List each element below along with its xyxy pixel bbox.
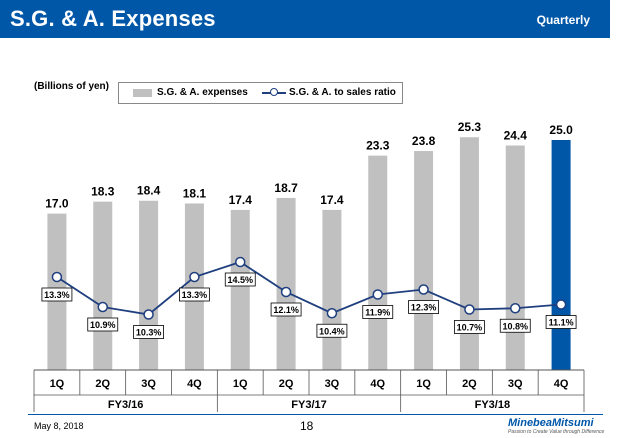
category-tick-label: 3Q [508,378,523,390]
ratio-point [372,289,383,300]
footer-date: May 8, 2018 [34,421,84,431]
page-number: 18 [300,419,314,433]
bar-8 [368,155,388,370]
ratio-value-label: 10.3% [136,328,162,338]
bar-value-label: 18.4 [137,184,161,198]
category-tick-label: 4Q [554,378,569,390]
bar-9 [414,151,434,370]
category-tick-label: 1Q [233,378,248,390]
period-label: Quarterly [536,13,590,27]
ratio-value-label: 13.3% [182,290,208,300]
ratio-value-label: 11.1% [549,318,574,328]
group-label: FY3/17 [291,399,326,411]
ratio-label-box [270,302,302,317]
ratio-point [326,308,338,319]
category-tick-label: 1Q [416,378,431,390]
bar-11 [505,145,525,370]
category-tick-label: 2Q [95,378,110,390]
bar-value-label: 17.0 [45,197,69,211]
chart-legend: S.G. & A. expenses S.G. & A. to sales ra… [118,82,403,104]
ratio-point [189,271,200,283]
header-bar: S.G. & A. Expenses Quarterly [0,0,610,38]
bar-value-label: 18.3 [91,185,115,199]
legend-line-label: S.G. & A. to sales ratio [289,87,396,98]
footer-divider [28,414,603,415]
ratio-value-label: 10.4% [319,326,345,336]
category-tick-label: 4Q [370,378,385,390]
ratio-value-label: 11.9% [365,308,390,318]
bar-6 [276,197,296,370]
page-title: S.G. & A. Expenses [10,6,216,31]
ratio-value-label: 14.5% [227,275,253,285]
ratio-point [235,256,246,268]
unit-label: (Billions of yen) [34,81,109,92]
ratio-label-box [87,317,119,332]
ratio-value-label: 10.7% [457,323,483,333]
ratio-point [464,304,475,315]
group-label: FY3/18 [475,399,510,411]
category-tick-label: 3Q [325,378,340,390]
ratio-label-box [408,300,439,314]
bar-value-label: 17.4 [320,193,344,207]
bar-value-label: 18.7 [274,181,298,195]
category-tick-label: 1Q [50,378,65,390]
bar-value-label: 24.4 [504,129,528,143]
category-tick-label: 2Q [279,378,294,390]
ratio-label-box [179,287,210,302]
ratio-point [97,301,108,313]
bar-value-label: 17.4 [229,193,253,207]
ratio-point [280,286,292,298]
logo-tagline: Passion to Create Value through Differen… [508,429,605,435]
category-tick-label: 2Q [462,378,477,390]
bar-3 [139,200,159,370]
ratio-value-label: 12.3% [411,303,437,313]
ratio-point [143,309,154,320]
group-label: FY3/16 [108,399,143,411]
ratio-label-box [499,318,531,333]
ratio-point [418,284,429,295]
bar-5 [230,209,250,370]
category-tick-label: 4Q [187,378,202,390]
ratio-label-box [41,287,73,302]
ratio-label-box [224,272,256,287]
ratio-point [510,303,521,314]
bar-12 [551,140,571,370]
ratio-line [56,261,562,316]
bar-10 [459,137,479,370]
legend-bar-swatch [133,89,152,97]
ratio-value-label: 13.3% [44,290,70,300]
bar-7 [322,209,342,370]
logo-name: MinebeaMitsumi [508,417,594,429]
ratio-label-box [362,305,394,319]
ratio-label-box [316,323,348,338]
bar-4 [184,203,204,370]
bar-value-label: 25.3 [458,120,482,134]
ratio-point [51,271,63,283]
ratio-label-box [454,320,485,334]
ratio-value-label: 10.9% [90,320,116,330]
bar-value-label: 18.1 [183,186,207,200]
ratio-point [555,299,567,310]
bar-value-label: 23.3 [366,139,390,153]
ratio-value-label: 10.8% [502,321,528,331]
ratio-label-box [133,325,164,339]
legend-bar-label: S.G. & A. expenses [157,87,248,98]
legend-marker-icon [270,88,278,96]
bar-value-label: 23.8 [412,134,436,148]
bar-value-label: 25.0 [549,123,573,137]
ratio-value-label: 12.1% [273,305,299,315]
ratio-label-box [545,315,577,329]
bar-2 [93,201,113,370]
company-logo: MinebeaMitsumi Passion to Create Value t… [508,417,604,435]
category-tick-label: 3Q [141,378,156,390]
